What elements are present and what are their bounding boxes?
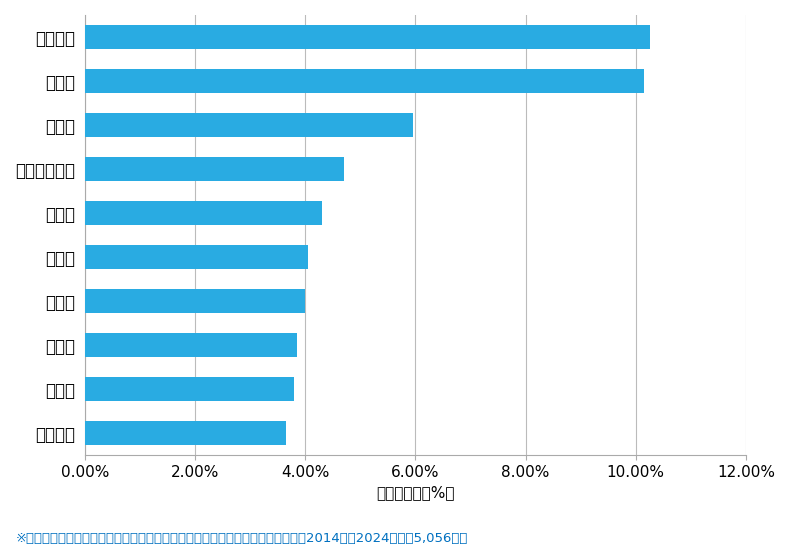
Bar [85,69,644,93]
Bar [85,25,649,49]
Bar [85,377,294,401]
Bar [85,113,412,137]
Bar [85,289,305,313]
Bar [85,201,322,225]
Text: ※弊社受付の案件を対象に、受付時に市区町村の回答があったものを集計（期間2014年～2024年、計5,056件）: ※弊社受付の案件を対象に、受付時に市区町村の回答があったものを集計（期間2014… [16,532,468,545]
Bar [85,245,308,269]
X-axis label: 件数の割合（%）: 件数の割合（%） [376,485,454,500]
Bar [85,421,286,445]
Bar [85,157,344,181]
Bar [85,333,297,357]
